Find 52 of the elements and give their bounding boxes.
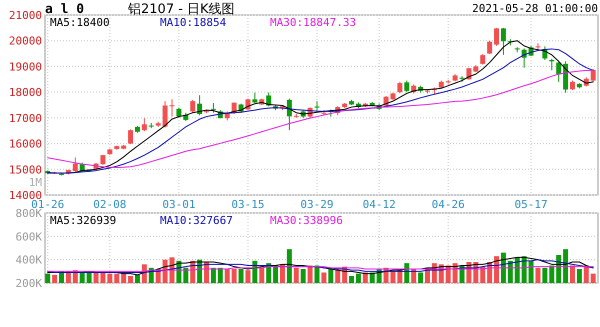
candlestick (197, 94, 202, 116)
candlestick (162, 100, 168, 128)
y-tick-label: 19000 (8, 60, 42, 74)
x-tick-label: 04-12 (362, 198, 396, 211)
text: MA5:326939 (50, 214, 116, 227)
chart-title: 铝2107 - 日K线图 (127, 2, 235, 17)
text: MA5:18400 (50, 16, 110, 29)
candlestick (252, 92, 258, 104)
x-tick-label: 05-17 (514, 198, 548, 211)
y-tick-label: 21000 (8, 9, 42, 22)
candlestick (128, 128, 134, 145)
candlestick (570, 80, 575, 91)
text: MA10:327667 (160, 214, 233, 227)
x-tick-label: 02-08 (93, 198, 126, 211)
y-tick-label: 15000 (8, 163, 42, 176)
candlestick (176, 107, 182, 118)
text: MA30:338996 (270, 214, 343, 227)
y-tick-label: 800K (16, 207, 42, 220)
x-tick-label: 04-26 (432, 198, 465, 211)
candlestick (480, 54, 486, 66)
text: 2021-05-28 01:00:00 (472, 2, 598, 15)
candlestick (170, 98, 174, 118)
y-tick-label: 20000 (8, 34, 42, 48)
y-tick-label: 16000 (8, 138, 42, 151)
candlestick (494, 27, 500, 46)
text: 1M (28, 176, 42, 189)
candlestick (142, 118, 147, 132)
candlestick (190, 99, 196, 114)
y-tick-label: 600K (16, 230, 42, 244)
candlestick (500, 27, 506, 56)
chart-subtitle: a l 0 (45, 2, 84, 17)
candlestick (549, 58, 554, 71)
candlestick (266, 92, 272, 107)
text: MA10:18854 (160, 16, 227, 29)
candlestick (404, 80, 410, 93)
x-tick-label: 03-01 (162, 198, 196, 211)
text: MA30:18847.33 (270, 16, 356, 29)
x-tick-label: 03-15 (231, 198, 265, 211)
candlestick (556, 60, 562, 82)
y-tick-label: 18000 (8, 86, 42, 100)
candlestick (397, 81, 402, 94)
candlestick (245, 98, 250, 111)
y-tick-label: 400K (16, 254, 42, 267)
y-tick-label: 200K (16, 277, 42, 290)
candlestick (466, 67, 472, 80)
candlestick (210, 102, 216, 114)
candlestick (314, 100, 320, 112)
candlestick (72, 156, 78, 172)
candlestick (286, 98, 292, 131)
x-tick-label: 03-29 (300, 198, 334, 211)
y-tick-label: 17000 (8, 112, 42, 125)
candlestick (487, 40, 492, 55)
